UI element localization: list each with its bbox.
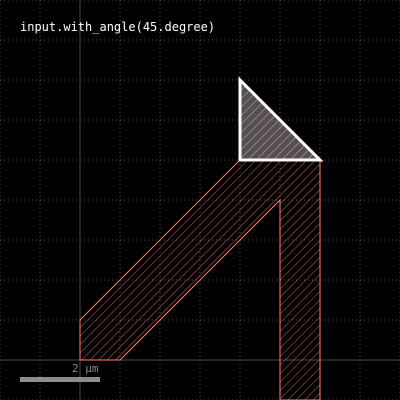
scale-bar-rect [20,377,100,382]
shapes [79,76,324,400]
scale-bar: 2 µm [20,362,100,382]
input-polygon [79,159,321,400]
scale-bar-label: 2 µm [72,362,99,375]
title-caption: input.with_angle(45.degree) [20,20,215,34]
angle-marker-triangle [238,76,324,162]
